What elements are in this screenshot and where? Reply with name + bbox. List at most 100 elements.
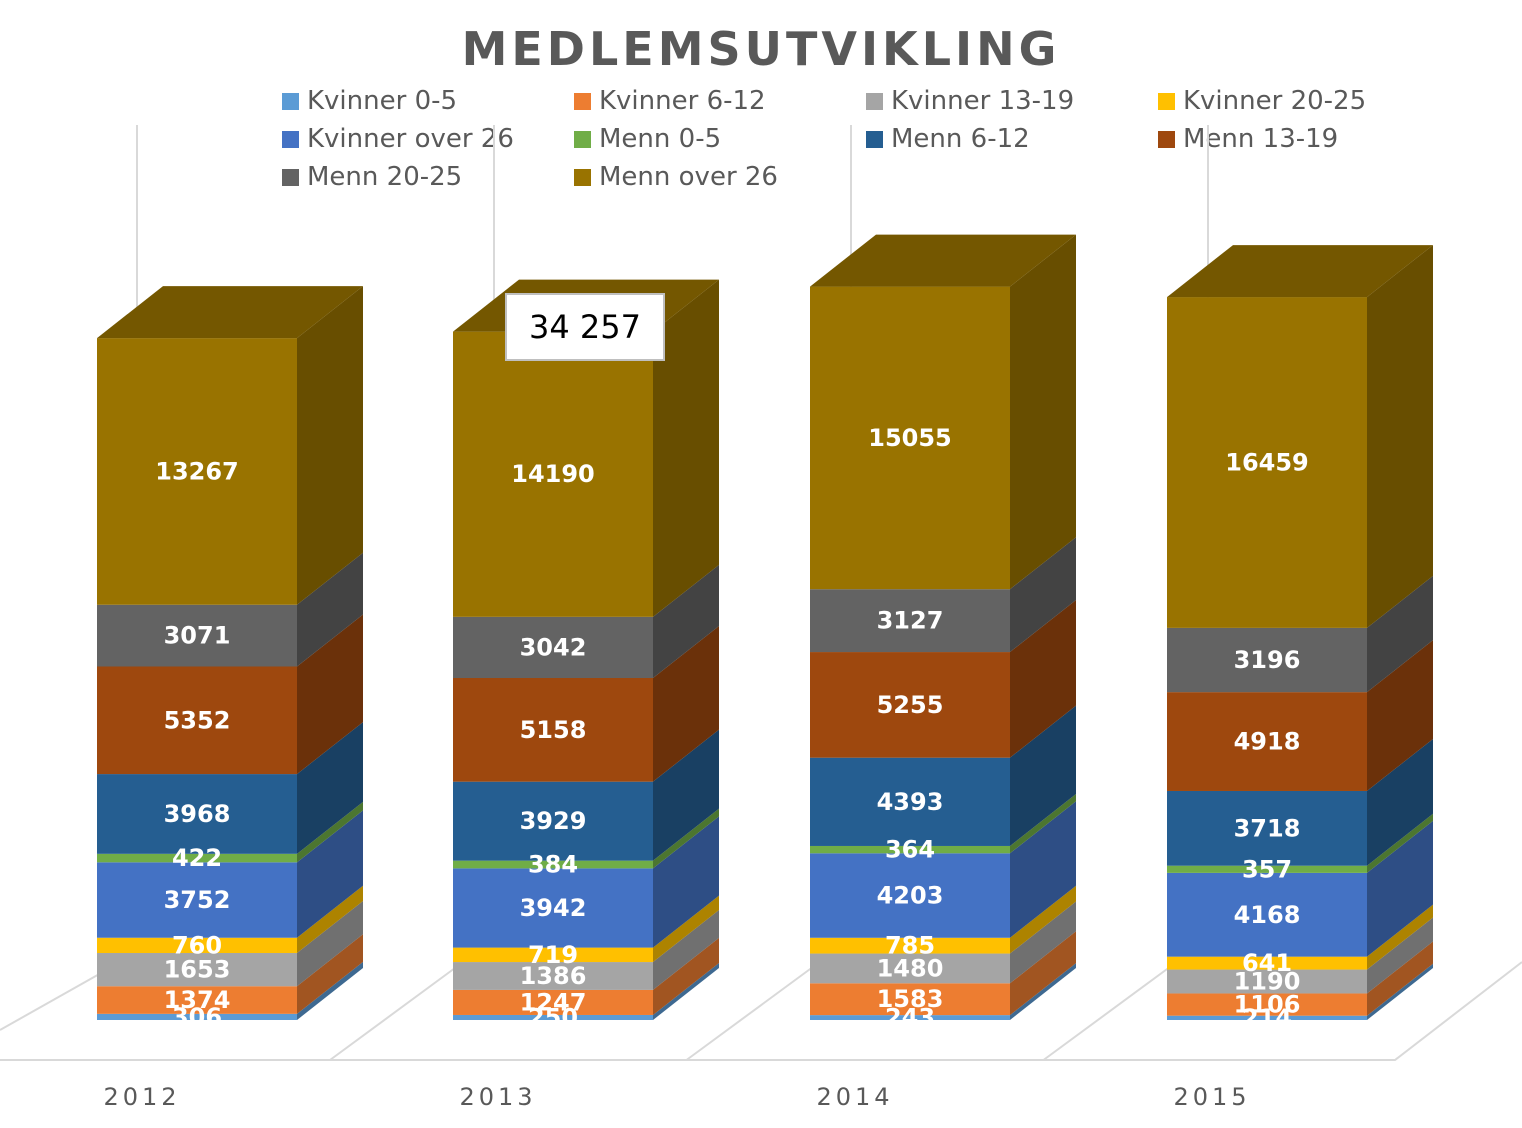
floor-divider	[685, 967, 813, 1061]
bar-segment-menn-over-26-2014	[810, 286, 1010, 590]
bar-segment-menn-over-26-2012	[97, 338, 297, 605]
data-label-kvinner-0-5-2013: 250	[528, 1003, 578, 1031]
legend-item-kvinner-13-19: Kvinner 13-19	[866, 86, 1158, 116]
data-label-kvinner-20-25-2014: 785	[885, 932, 935, 960]
bar-segment-menn-0-5-2013	[453, 860, 653, 869]
legend-label: Menn over 26	[599, 162, 778, 192]
bar-segment-kvinner-20-25-2015	[1167, 956, 1367, 970]
bar-segment-menn-0-5-2014	[810, 845, 1010, 854]
bar-side-kvinner-0-5-2012	[297, 961, 363, 1020]
bar-side-kvinner-6-12-2014	[1010, 931, 1076, 1016]
data-label-menn-0-5-2012: 422	[172, 844, 222, 872]
data-label-menn-6-12-2012: 3968	[164, 800, 231, 828]
legend-swatch	[282, 92, 299, 110]
bar-side-kvinner-over-26-2012	[297, 810, 363, 938]
bar-side-menn-over-26-2014	[1010, 234, 1076, 590]
bar-side-kvinner-over-26-2015	[1367, 820, 1433, 957]
bar-side-kvinner-0-5-2015	[1367, 963, 1433, 1020]
data-label-menn-13-19-2015: 4918	[1234, 728, 1301, 756]
floor-edge	[0, 967, 111, 1031]
bar-side-kvinner-over-26-2013	[653, 816, 719, 948]
chart-title: MEDLEMSUTVIKLING	[461, 22, 1061, 76]
bar-segment-menn-6-12-2012	[97, 774, 297, 854]
total-callout-2013: 34 257	[505, 293, 665, 361]
bar-side-kvinner-13-19-2015	[1367, 917, 1433, 994]
bar-segment-kvinner-13-19-2013	[453, 962, 653, 990]
bar-side-menn-13-19-2015	[1367, 640, 1433, 791]
legend-label: Kvinner 13-19	[891, 86, 1075, 116]
data-label-menn-13-19-2014: 5255	[877, 691, 944, 719]
legend-swatch	[1158, 92, 1175, 110]
legend-swatch	[574, 168, 591, 186]
x-tick-label-2013: 2013	[459, 1083, 536, 1111]
data-label-kvinner-over-26-2012: 3752	[164, 886, 231, 914]
legend-item-kvinner-0-5: Kvinner 0-5	[282, 86, 574, 116]
data-label-kvinner-0-5-2015: 214	[1242, 1004, 1292, 1032]
data-label-kvinner-over-26-2013: 3942	[520, 894, 587, 922]
bar-side-menn-13-19-2012	[297, 614, 363, 775]
data-label-kvinner-20-25-2015: 641	[1242, 949, 1292, 977]
bar-side-menn-0-5-2015	[1367, 813, 1433, 873]
bar-side-menn-13-19-2014	[1010, 600, 1076, 758]
bar-segment-menn-6-12-2015	[1167, 790, 1367, 866]
data-label-kvinner-over-26-2015: 4168	[1234, 901, 1301, 929]
bar-side-kvinner-0-5-2014	[1010, 963, 1076, 1020]
bar-side-menn-6-12-2014	[1010, 705, 1076, 846]
bar-segment-menn-13-19-2013	[453, 677, 653, 782]
x-tick-label-2015: 2015	[1173, 1083, 1250, 1111]
data-label-menn-13-19-2013: 5158	[520, 716, 587, 744]
legend-swatch	[574, 130, 591, 148]
bar-segment-kvinner-0-5-2015	[1167, 1015, 1367, 1020]
bar-side-kvinner-20-25-2015	[1367, 904, 1433, 970]
bar-side-kvinner-6-12-2013	[653, 937, 719, 1015]
data-label-kvinner-over-26-2014: 4203	[877, 882, 944, 910]
data-label-menn-6-12-2015: 3718	[1234, 814, 1301, 842]
data-label-menn-0-5-2014: 364	[885, 836, 935, 864]
bar-segment-kvinner-13-19-2012	[97, 953, 297, 987]
bar-segment-menn-13-19-2015	[1167, 692, 1367, 791]
data-label-kvinner-20-25-2012: 760	[172, 931, 222, 959]
legend-swatch	[1158, 130, 1175, 148]
bar-segment-kvinner-6-12-2013	[453, 989, 653, 1015]
bar-side-kvinner-13-19-2014	[1010, 901, 1076, 984]
data-label-menn-over-26-2014: 15055	[868, 424, 952, 452]
bar-side-menn-over-26-2015	[1367, 245, 1433, 628]
bar-segment-menn-20-25-2013	[453, 616, 653, 678]
legend-label: Menn 6-12	[891, 124, 1030, 154]
bar-side-menn-20-25-2012	[297, 552, 363, 667]
bar-side-menn-0-5-2013	[653, 808, 719, 869]
bar-side-menn-20-25-2015	[1367, 575, 1433, 693]
data-label-menn-20-25-2015: 3196	[1234, 646, 1301, 674]
bar-side-menn-20-25-2013	[653, 564, 719, 678]
legend-swatch	[866, 130, 883, 148]
bar-side-menn-13-19-2013	[653, 625, 719, 782]
bar-segment-kvinner-0-5-2013	[453, 1014, 653, 1020]
bar-segment-menn-over-26-2015	[1167, 297, 1367, 628]
legend-label: Kvinner 6-12	[599, 86, 766, 116]
data-label-kvinner-13-19-2014: 1480	[877, 954, 944, 982]
bar-side-kvinner-0-5-2013	[653, 962, 719, 1020]
bar-segment-kvinner-over-26-2012	[97, 862, 297, 938]
bar-segment-menn-over-26-2013	[453, 331, 653, 617]
bar-segment-kvinner-over-26-2013	[453, 868, 653, 948]
bar-side-kvinner-13-19-2012	[297, 901, 363, 987]
bar-segment-kvinner-0-5-2014	[810, 1015, 1010, 1020]
data-label-menn-20-25-2012: 3071	[164, 622, 231, 650]
legend-swatch	[282, 130, 299, 148]
bar-segment-menn-0-5-2012	[97, 853, 297, 863]
bar-segment-menn-20-25-2015	[1167, 627, 1367, 693]
data-label-menn-over-26-2015: 16459	[1225, 448, 1309, 476]
legend-swatch	[574, 92, 591, 110]
legend-swatch	[282, 168, 299, 186]
bar-segment-menn-0-5-2015	[1167, 865, 1367, 873]
data-label-kvinner-13-19-2013: 1386	[520, 962, 587, 990]
bar-segment-kvinner-6-12-2012	[97, 986, 297, 1014]
data-label-kvinner-6-12-2012: 1374	[164, 986, 231, 1014]
data-label-kvinner-20-25-2013: 719	[528, 941, 578, 969]
data-label-menn-0-5-2013: 384	[528, 851, 578, 879]
bar-segment-kvinner-6-12-2015	[1167, 993, 1367, 1016]
